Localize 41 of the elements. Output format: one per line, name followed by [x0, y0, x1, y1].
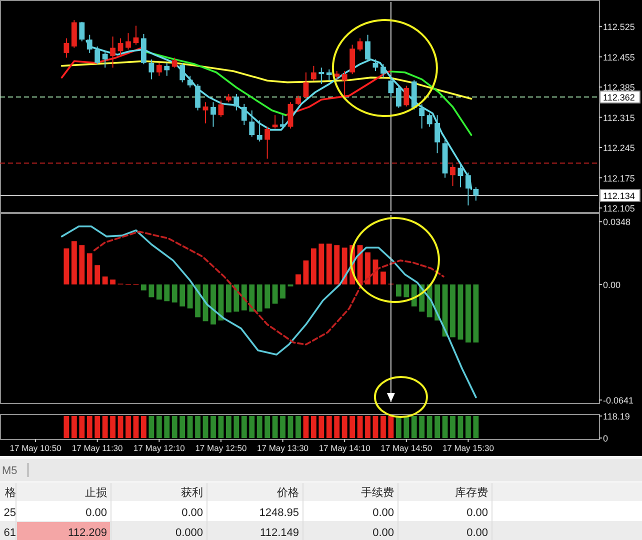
- x-tick-label: 17 May 14:50: [380, 443, 432, 453]
- x-tick-label: 17 May 11:30: [72, 443, 124, 453]
- text: 0.00: [372, 507, 394, 519]
- y-tick-label: 112.315: [603, 112, 635, 123]
- x-tick-label: 17 May 13:30: [257, 443, 309, 453]
- text: 112.149: [260, 527, 299, 539]
- x-tick-label: 17 May 12:10: [133, 443, 186, 453]
- text: 0.00: [372, 527, 394, 539]
- x-tick-label: 17 May 10:50: [10, 443, 62, 453]
- text: 获利: [181, 486, 203, 499]
- y-tick-label: 118.19: [603, 412, 630, 422]
- ref-line-label: 112.362: [603, 92, 635, 102]
- y-tick-label: 0: [603, 434, 608, 444]
- x-tick-label: 17 May 14:10: [318, 443, 371, 453]
- y-tick-label: 112.245: [603, 143, 635, 154]
- text: 格: [4, 487, 16, 499]
- text: 0.00: [182, 507, 203, 519]
- text: 库存费: [455, 486, 488, 499]
- y-tick-label: 112.385: [603, 82, 635, 93]
- y-tick-label: 0.00: [603, 280, 621, 290]
- text: 0.00: [466, 527, 488, 539]
- y-tick-label: 0.0348: [603, 217, 631, 228]
- text: 25: [4, 507, 16, 519]
- x-tick-label: 17 May 12:50: [195, 443, 247, 453]
- text: 1248.95: [259, 507, 299, 519]
- text: 0.000: [175, 527, 203, 539]
- text: M5: [2, 465, 18, 477]
- y-tick-label: 112.525: [603, 22, 635, 32]
- text: 0.00: [466, 507, 488, 519]
- y-tick-label: 112.105: [603, 203, 635, 214]
- text: 价格: [276, 487, 299, 499]
- text: 止损: [85, 486, 107, 499]
- text: 112.209: [68, 527, 107, 539]
- text: 0.00: [86, 507, 107, 519]
- y-tick-label: -0.0641: [603, 396, 634, 406]
- ref-line-label: 112.134: [603, 190, 635, 201]
- text: 手续费: [361, 486, 394, 499]
- y-tick-label: 112.175: [603, 173, 635, 184]
- x-tick-label: 17 May 15:30: [442, 443, 494, 453]
- y-tick-label: 112.455: [603, 52, 635, 62]
- text: 61: [4, 527, 16, 539]
